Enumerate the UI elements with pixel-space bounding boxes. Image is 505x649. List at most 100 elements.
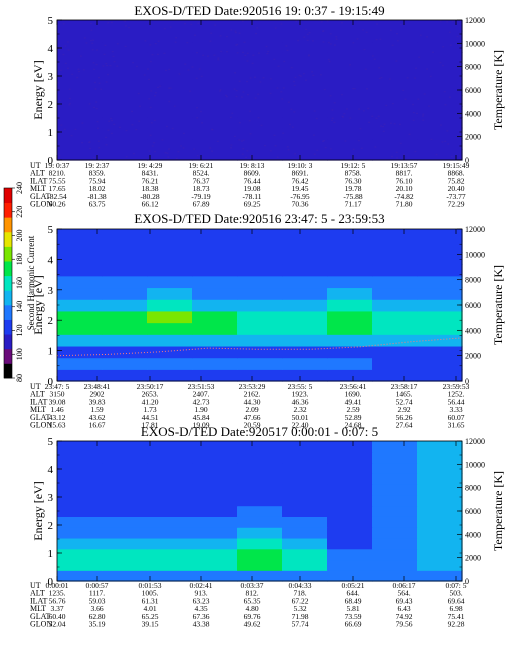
heatmap-cell (282, 41, 328, 53)
heatmap-cell (192, 473, 238, 485)
heatmap-cell (327, 334, 373, 347)
heatmap-texture (276, 87, 279, 89)
heatmap-texture (426, 36, 429, 38)
heatmap-texture (68, 102, 71, 105)
heatmap-cell (282, 252, 328, 265)
heatmap-cell (282, 299, 328, 312)
table-cell: 44.30 (244, 397, 261, 406)
table-cell: 23:48:41 (84, 382, 111, 391)
heatmap-cell (192, 451, 238, 464)
heatmap-cell (237, 252, 283, 265)
colorbar-tick-label: 160 (15, 277, 24, 289)
heatmap-cell (192, 275, 238, 289)
table-cell: 1465. (396, 390, 413, 399)
heatmap-cell (327, 310, 373, 324)
heatmap-texture (288, 123, 291, 126)
table-cell: 3.37 (50, 604, 63, 613)
heatmap-texture (168, 87, 171, 89)
heatmap-texture (249, 77, 252, 79)
heatmap-texture (273, 134, 276, 137)
table-cell: 8758. (345, 169, 362, 178)
heatmap-cell (417, 334, 463, 347)
heatmap-texture (241, 20, 244, 22)
heatmap-texture (110, 132, 113, 135)
panel-title: EXOS-D/TED Date:920516 23:47: 5 - 23:59:… (134, 211, 384, 226)
heatmap-texture (230, 147, 233, 149)
heatmap-cell (102, 73, 148, 86)
heatmap-texture (62, 53, 65, 56)
heatmap-texture (414, 77, 417, 79)
heatmap-cell (147, 264, 193, 277)
heatmap-cell (282, 516, 328, 528)
table-cell: 20.59 (244, 421, 261, 430)
heatmap-cell (372, 106, 418, 118)
heatmap-cell (237, 559, 283, 571)
heatmap-cell (57, 537, 103, 550)
heatmap-cell (372, 570, 418, 582)
heatmap-texture (209, 40, 212, 42)
heatmap-texture (125, 156, 128, 158)
heatmap-texture (206, 55, 209, 57)
y-tick-label-left: 2 (48, 99, 54, 111)
heatmap-cell (57, 473, 103, 485)
heatmap-texture (249, 110, 252, 112)
heatmap-texture (427, 105, 430, 107)
heatmap-cell (372, 527, 418, 539)
colorbar-swatch (4, 334, 12, 350)
table-cell: 19:10: 3 (288, 161, 313, 170)
heatmap-cell (327, 106, 373, 118)
y-tick-label-right: 2000 (465, 352, 481, 361)
heatmap-cell (237, 345, 283, 359)
heatmap-cell (417, 264, 463, 277)
heatmap-cell (57, 264, 103, 277)
heatmap-texture (385, 104, 388, 107)
heatmap-texture (382, 130, 385, 133)
y-tick-label-left: 1 (48, 548, 54, 560)
heatmap-cell (372, 494, 418, 507)
table-cell: 15.63 (49, 421, 66, 430)
heatmap-cell (192, 116, 238, 129)
heatmap-texture (448, 31, 451, 33)
heatmap-cell (147, 570, 193, 582)
heatmap-cell (327, 473, 373, 485)
table-cell: 62.80 (89, 612, 106, 621)
table-cell: 1005. (142, 589, 159, 598)
heatmap-texture (105, 136, 108, 139)
heatmap-cell (417, 95, 463, 107)
heatmap-texture (196, 51, 199, 54)
heatmap-cell (327, 264, 373, 277)
table-cell: 67.22 (292, 596, 309, 605)
y-tick-label-left: 3 (48, 285, 54, 297)
table-cell: 76.44 (244, 176, 261, 185)
y-tick-label-right: 0 (465, 377, 469, 386)
heatmap-texture (113, 60, 116, 63)
table-cell: 19: 8:13 (240, 161, 265, 170)
heatmap-cell (237, 84, 283, 96)
heatmap-cell (327, 73, 373, 86)
table-row-label: ALT (30, 169, 45, 178)
heatmap-cell (147, 116, 193, 129)
heatmap-cell (327, 462, 373, 474)
heatmap-texture (225, 35, 228, 38)
heatmap-texture (92, 39, 95, 41)
heatmap-cell (327, 441, 373, 453)
heatmap-cell (102, 52, 148, 64)
table-cell: 19: 0:37 (45, 161, 70, 170)
heatmap-cell (102, 116, 148, 129)
heatmap-texture (412, 111, 415, 114)
heatmap-cell (57, 63, 103, 75)
heatmap-cell (372, 462, 418, 474)
table-cell: 67.36 (193, 612, 210, 621)
heatmap-texture (297, 39, 300, 42)
y-axis-label-left: Energy [eV] (31, 60, 45, 119)
heatmap-texture (88, 103, 91, 105)
y-tick-label-left: 0 (48, 576, 54, 588)
table-cell: 43.38 (193, 620, 210, 629)
heatmap-texture (77, 70, 80, 73)
heatmap-cell (57, 127, 103, 140)
heatmap-cell (282, 63, 328, 75)
heatmap-texture (419, 34, 422, 36)
heatmap-texture (234, 30, 237, 32)
heatmap-texture (362, 110, 365, 112)
colorbar-tick-label: 220 (15, 206, 24, 218)
